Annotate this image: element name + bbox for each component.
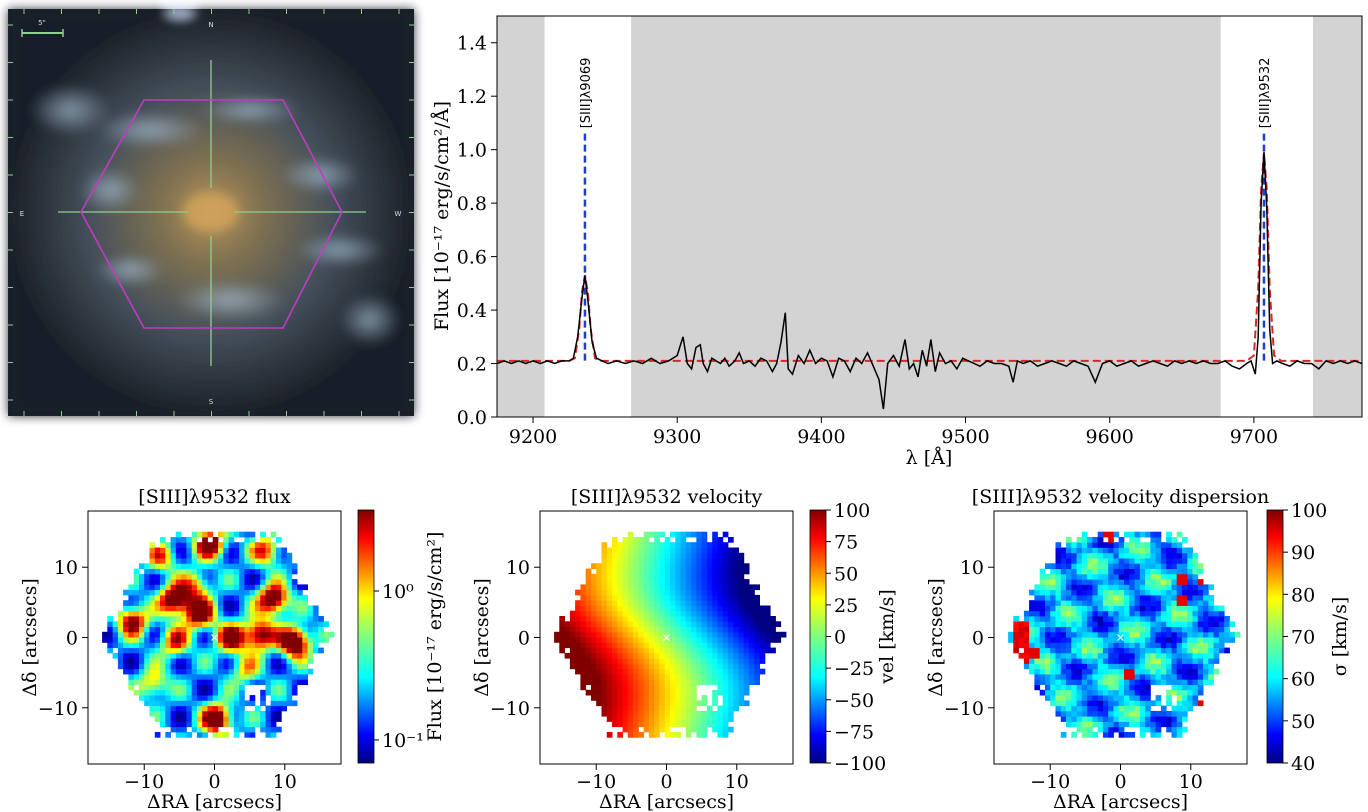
dispersion_map-xtick-label-0: −10 [1030,771,1070,793]
velocity_map-colorbar-tick-label-2: 50 [834,563,858,585]
velocity_map-colorbar-label: vel [km/s] [876,589,898,685]
spectrum-ytick-label-2: 0.4 [457,300,487,322]
dispersion_map-ytick-label-2: 10 [960,557,984,579]
spectrum-xtick-label-1: 9300 [653,426,701,448]
dispersion_map-colorbar-tick-label-0: 100 [1291,500,1327,522]
flux_map-title: [SIII]λ9532 flux [138,486,291,508]
dispersion_map-panel: [SIII]λ9532 velocity dispersion ΔRA [arcs… [925,486,1351,812]
flux_map-ytick-label-2: 10 [54,557,78,579]
velocity_map-ylabel: Δδ [arcsecs] [471,578,493,696]
flux_map-xlabel: ΔRA [arcsecs] [147,791,282,812]
dispersion_map-xtick-label-2: 10 [1179,771,1203,793]
velocity_map-colorbar-tick-label-0: 100 [834,500,870,522]
velocity_map-colorbar [809,509,827,764]
flux_map-xtick-label-0: −10 [124,771,164,793]
velocity_map-xtick-label-2: 10 [725,771,749,793]
spectrum-ytick-label-3: 0.6 [457,247,487,269]
velocity_map-xlabel: ΔRA [arcsecs] [599,791,734,812]
dispersion_map-ytick-label-1: 0 [972,628,984,650]
velocity_map-ytick-label-1: 0 [518,628,530,650]
velocity_map-colorbar-tick-label-7: −75 [834,721,874,743]
velocity_map-pixels [554,531,787,738]
flux_map-colorbar-label: Flux [10⁻¹⁷ erg/s/cm²] [424,532,446,742]
flux_map-colorbar-tick-label-0: 10⁰ [382,581,414,603]
dispersion_map-xlabel: ΔRA [arcsecs] [1053,791,1188,812]
velocity_map-center-marker [663,634,670,641]
flux_map-xtick-label-1: 0 [208,771,220,793]
velocity_map-colorbar-tick-label-5: −25 [834,658,874,680]
compass-north: N [208,21,213,29]
dispersion_map-colorbar [1266,509,1284,764]
dispersion_map-colorbar-tick-label-3: 70 [1291,627,1315,649]
dispersion_map-colorbar-tick-label-6: 40 [1291,753,1315,775]
spectrum-xtick-label-4: 9600 [1086,426,1134,448]
scale-bar-label: 5" [38,19,46,27]
dispersion_map-xtick-label-1: 0 [1114,771,1126,793]
ifu-hexagon [80,99,343,329]
velocity_map-title: [SIII]λ9532 velocity [571,486,763,508]
velocity_map-colorbar-tick-label-8: −100 [834,753,886,775]
dispersion_map-ytick-label-0: −10 [944,698,984,720]
observed-spectrum-line [497,152,1362,410]
velocity_map-xtick-label-1: 0 [660,771,672,793]
emission-line-label-0: [SIII]λ9069 [579,58,594,129]
galaxy-image-panel: 5" N S E W [8,6,414,416]
spectrum-xtick-label-5: 9700 [1230,426,1278,448]
velocity_map-ytick-label-0: −10 [490,698,530,720]
spectrum-frame [496,15,1363,418]
compass-south: S [209,398,214,406]
spectrum-xtick-label-3: 9500 [941,426,989,448]
unmasked-window-0 [544,16,632,417]
crosshair [58,60,366,366]
velocity_map-colorbar-tick-label-6: −50 [834,690,874,712]
velocity_map-xtick-label-0: −10 [576,771,616,793]
spectrum-panel: [SIII]λ9069 [SIII]λ9532 9200 9300 9400 9500 9… [431,15,1363,469]
dispersion_map-pixels [1008,531,1241,738]
dispersion_map-ylabel: Δδ [arcsecs] [925,578,947,696]
dispersion_map-colorbar-tick-label-5: 50 [1291,711,1315,733]
emission-line-label-1: [SIII]λ9532 [1258,58,1273,129]
dispersion_map-center-marker [1117,634,1124,641]
velocity_map-colorbar-tick-label-4: 0 [834,627,846,649]
spectrum-ylabel: Flux [10⁻¹⁷ erg/s/cm²/Å] [431,101,453,331]
image-ticks [8,9,414,416]
flux_map-xtick-label-2: 10 [273,771,297,793]
spectrum-ytick-label-6: 1.2 [457,86,487,108]
flux_map-panel: [SIII]λ9532 flux ΔRA [arcsecs] Δδ [arcsecs… [19,486,446,812]
flux_map-colorbar [357,509,375,764]
spectrum-ytick-label-5: 1.0 [457,140,487,162]
flux_map-ytick-label-1: 0 [66,628,78,650]
flux_map-center-marker [211,634,218,641]
dispersion_map-colorbar-tick-label-2: 80 [1291,584,1315,606]
spectrum-xtick-label-0: 9200 [509,426,557,448]
dispersion_map-title: [SIII]λ9532 velocity dispersion [972,486,1269,508]
spectrum-xtick-label-2: 9400 [797,426,845,448]
flux_map-pixels [102,531,335,738]
flux_map-colorbar-tick-label-1: 10⁻¹ [382,730,424,752]
velocity_map-colorbar-tick-label-1: 75 [834,532,858,554]
compass-west: W [395,210,402,218]
velocity_map-ytick-label-2: 10 [506,557,530,579]
dispersion_map-colorbar-label: σ [km/s] [1329,597,1351,677]
spectrum-ytick-label-0: 0.0 [457,407,487,429]
velocity_map-colorbar-tick-label-3: 25 [834,595,858,617]
flux_map-ylabel: Δδ [arcsecs] [19,578,41,696]
spectrum-xlabel: λ [Å] [906,447,953,469]
flux_map-ytick-label-0: −10 [38,698,78,720]
masked-regions [497,16,1362,417]
compass-east: E [20,210,24,218]
spectrum-ytick-label-1: 0.2 [457,354,487,376]
dispersion_map-colorbar-tick-label-1: 90 [1291,542,1315,564]
dispersion_map-colorbar-tick-label-4: 60 [1291,669,1315,691]
velocity_map-panel: [SIII]λ9532 velocity ΔRA [arcsecs] Δδ [arc… [471,486,898,812]
spectrum-ytick-label-4: 0.8 [457,193,487,215]
spectrum-ytick-label-7: 1.4 [457,33,487,55]
